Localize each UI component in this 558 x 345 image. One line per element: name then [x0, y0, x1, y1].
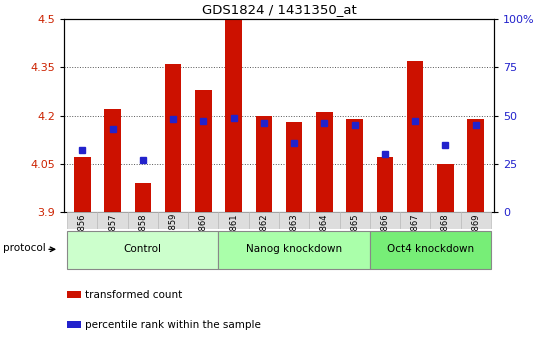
Text: GSM94865: GSM94865	[350, 213, 359, 258]
Bar	[225, 19, 242, 212]
Text: GSM94857: GSM94857	[108, 213, 117, 258]
Bar	[339, 212, 370, 229]
Bar	[219, 212, 249, 229]
Text: GSM94864: GSM94864	[320, 213, 329, 258]
Bar	[407, 61, 424, 212]
Text: GSM94861: GSM94861	[229, 213, 238, 258]
Bar	[219, 231, 370, 269]
Bar	[98, 212, 128, 229]
Bar	[400, 212, 430, 229]
Bar	[279, 212, 309, 229]
Bar	[165, 64, 181, 212]
Text: Control: Control	[124, 244, 162, 254]
Text: GSM94863: GSM94863	[290, 213, 299, 259]
Bar	[67, 212, 98, 229]
Bar	[249, 212, 279, 229]
Bar	[370, 212, 400, 229]
Bar	[377, 157, 393, 212]
Bar	[188, 212, 219, 229]
Text: GSM94860: GSM94860	[199, 213, 208, 258]
Bar	[74, 157, 90, 212]
Text: GSM94856: GSM94856	[78, 213, 87, 258]
Bar	[104, 109, 121, 212]
Bar	[468, 119, 484, 212]
Title: GDS1824 / 1431350_at: GDS1824 / 1431350_at	[201, 3, 357, 17]
Text: GSM94867: GSM94867	[411, 213, 420, 259]
Text: GSM94869: GSM94869	[471, 213, 480, 258]
Text: transformed count: transformed count	[85, 290, 182, 299]
Text: GSM94858: GSM94858	[138, 213, 147, 258]
Bar	[460, 212, 491, 229]
Bar	[128, 212, 158, 229]
Bar	[316, 112, 333, 212]
Text: GSM94862: GSM94862	[259, 213, 268, 258]
Bar	[286, 122, 302, 212]
Text: Nanog knockdown: Nanog knockdown	[246, 244, 342, 254]
Text: GSM94859: GSM94859	[169, 213, 177, 258]
Bar	[437, 164, 454, 212]
Text: percentile rank within the sample: percentile rank within the sample	[85, 320, 261, 330]
Bar	[195, 90, 211, 212]
Text: GSM94868: GSM94868	[441, 213, 450, 259]
Bar	[134, 183, 151, 212]
Text: Oct4 knockdown: Oct4 knockdown	[387, 244, 474, 254]
Text: GSM94866: GSM94866	[381, 213, 389, 259]
Text: protocol: protocol	[3, 243, 46, 253]
Bar	[67, 321, 81, 328]
Bar	[158, 212, 188, 229]
Bar	[67, 231, 219, 269]
Bar	[256, 116, 272, 212]
Bar	[67, 291, 81, 298]
Bar	[430, 212, 460, 229]
Bar	[347, 119, 363, 212]
Bar	[370, 231, 491, 269]
Bar	[309, 212, 339, 229]
